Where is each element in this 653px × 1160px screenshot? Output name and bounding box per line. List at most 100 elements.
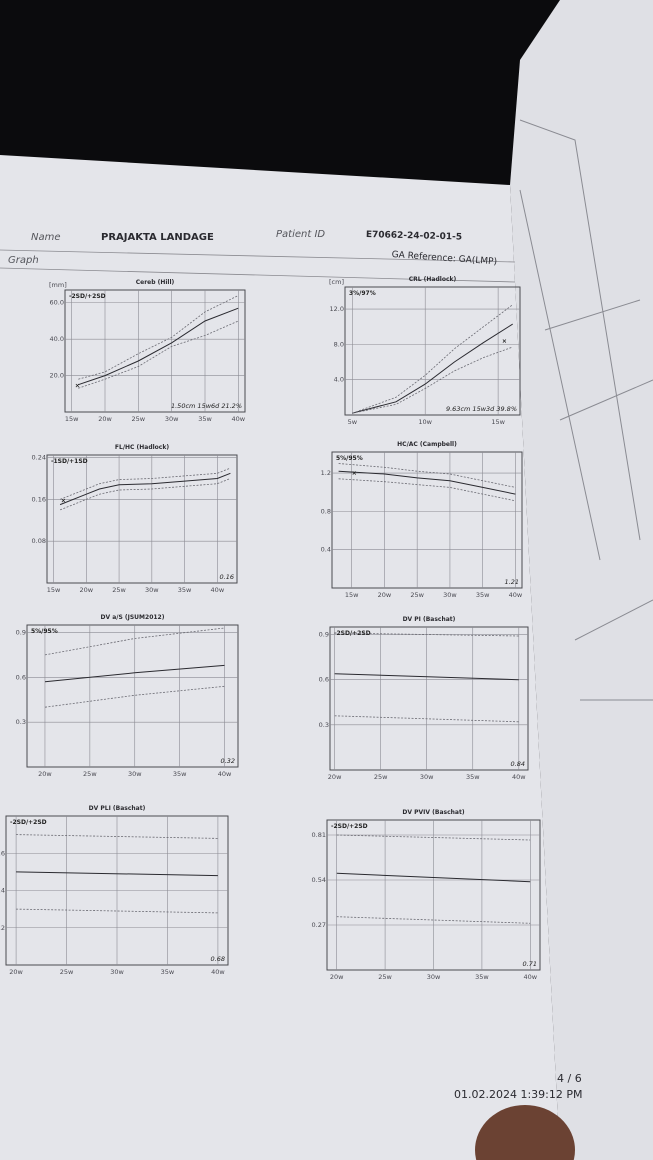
series-lower-line — [59, 478, 231, 511]
series-upper-line — [59, 467, 231, 500]
y-axis-unit: [cm] — [329, 278, 344, 286]
x-tick-label: 30w — [420, 773, 434, 781]
plot-frame — [329, 626, 529, 771]
chart-3: 15w 20w 25w 30w 35w 40w 0.4 0.8 1.2 HC/AC (Campbe… — [321, 441, 523, 599]
x-tick-label: 40w — [524, 973, 538, 981]
x-tick-label: 20w — [80, 586, 94, 594]
plot-frame — [331, 451, 523, 589]
measurement-annotation: 0.71 — [523, 960, 537, 968]
x-tick-label: 40w — [509, 591, 523, 599]
series-upper-line — [334, 632, 519, 637]
measurement-marker: × — [352, 470, 357, 477]
series-lower-line — [334, 715, 519, 723]
section-title: Graph — [8, 255, 39, 266]
y-tick-label: 8.0 — [334, 340, 344, 348]
series-lower-line — [78, 320, 239, 389]
series-median-line — [336, 872, 531, 883]
chart-0: 15w 20w 25w 30w 35w 40w 20.0 40.0 60.0 Cereb (Hil… — [49, 279, 246, 423]
x-tick-label: 15w — [47, 586, 61, 594]
x-tick-label: 25w — [83, 770, 97, 778]
y-tick-label: 0.24 — [32, 454, 46, 462]
measurement-annotation: 0.84 — [511, 760, 525, 768]
chart-title: DV PVIV (Baschat) — [402, 809, 464, 816]
series-median-line — [44, 664, 225, 683]
x-tick-label: 20w — [98, 415, 112, 423]
plot-frame — [344, 286, 521, 416]
series-median-line — [338, 470, 516, 495]
series-median-line — [16, 871, 218, 877]
patient-name: PRAJAKTA LANDAGE — [101, 232, 214, 243]
x-tick-label: 35w — [161, 968, 175, 976]
x-tick-label: 5w — [348, 418, 358, 426]
x-tick-label: 35w — [178, 586, 192, 594]
measurement-marker: × — [75, 383, 80, 390]
y-tick-label: 0.9 — [16, 628, 26, 636]
chart-title: CRL (Hadlock) — [409, 276, 457, 283]
series-median-line — [78, 307, 239, 386]
x-tick-label: 15w — [491, 418, 505, 426]
series-upper-line — [16, 834, 218, 839]
measurement-annotation: 9.63cm 15w3d 39.8% — [446, 405, 517, 413]
print-datetime: 01.02.2024 1:39:12 PM — [454, 1088, 583, 1101]
x-tick-label: 40w — [232, 415, 246, 423]
x-tick-label: 20w — [38, 770, 52, 778]
legend-label: 3%/97% — [349, 290, 376, 297]
x-tick-label: 25w — [374, 773, 388, 781]
measurement-marker: × — [61, 497, 66, 504]
x-tick-label: 30w — [145, 586, 159, 594]
x-tick-label: 35w — [475, 973, 489, 981]
series-lower-line — [338, 478, 516, 502]
x-tick-label: 20w — [378, 591, 392, 599]
x-tick-label: 40w — [512, 773, 526, 781]
chart-title: DV PLI (Baschat) — [89, 805, 146, 812]
x-tick-label: 20w — [330, 973, 344, 981]
y-tick-label: 40.0 — [50, 335, 64, 343]
measurement-annotation: 0.16 — [220, 573, 234, 581]
y-tick-label: 0.9 — [319, 631, 329, 639]
plot-frame — [64, 289, 246, 413]
x-tick-label: 25w — [378, 973, 392, 981]
y-tick-label: 12.0 — [330, 305, 344, 313]
series-median-line — [334, 673, 519, 681]
chart-2: 15w 20w 25w 30w 35w 40w 0.08 0.16 0.24 FL/HC (Had… — [32, 444, 238, 594]
x-tick-label: 30w — [427, 973, 441, 981]
series-lower-line — [352, 346, 513, 414]
series-upper-line — [44, 627, 225, 656]
chart-title: DV PI (Baschat) — [403, 616, 456, 623]
x-tick-label: 20w — [328, 773, 342, 781]
legend-label: 5%/95% — [336, 455, 363, 462]
measurement-annotation: 1.21 — [505, 578, 519, 586]
legend-label: 5%/95% — [31, 628, 58, 635]
measurement-annotation: 1.50cm 15w6d 21.2% — [171, 402, 242, 410]
chart-4: 20w 25w 30w 35w 40w 0.3 0.6 0.9 DV a/S (JSUM2012… — [16, 614, 239, 778]
y-tick-label: 0.2 — [0, 924, 5, 932]
series-median-line — [352, 323, 513, 414]
y-tick-label: 0.81 — [312, 831, 326, 839]
x-tick-label: 30w — [128, 770, 142, 778]
legend-label: -2SD/+2SD — [69, 293, 106, 300]
chart-7: 20w 25w 30w 35w 40w 0.27 0.54 0.81 DV PVIV (Basc… — [312, 809, 541, 981]
chart-title: HC/AC (Campbell) — [397, 441, 457, 448]
x-tick-label: 25w — [410, 591, 424, 599]
y-tick-label: 0.6 — [16, 673, 26, 681]
x-tick-label: 30w — [165, 415, 179, 423]
patient-id-label: Patient ID — [276, 229, 326, 240]
legend-label: -2SD/+2SD — [10, 819, 47, 826]
y-tick-label: 0.27 — [312, 921, 326, 929]
x-tick-label: 20w — [9, 968, 23, 976]
y-tick-label: 0.8 — [321, 507, 331, 515]
legend-label: -1SD/+1SD — [51, 458, 88, 465]
x-tick-label: 35w — [466, 773, 480, 781]
y-tick-label: 0.6 — [319, 676, 329, 684]
x-tick-label: 25w — [60, 968, 74, 976]
x-tick-label: 30w — [443, 591, 457, 599]
y-tick-label: 0.6 — [0, 849, 5, 857]
x-tick-label: 25w — [132, 415, 146, 423]
series-lower-line — [16, 908, 218, 914]
x-tick-label: 35w — [476, 591, 490, 599]
x-tick-label: 30w — [110, 968, 124, 976]
y-tick-label: 1.2 — [321, 469, 331, 477]
x-tick-label: 40w — [211, 968, 225, 976]
y-tick-label: 20.0 — [50, 372, 64, 380]
